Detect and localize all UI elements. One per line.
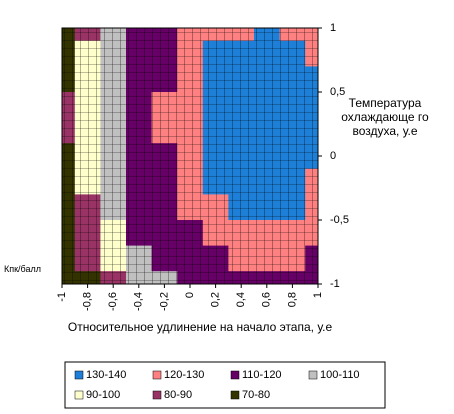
y-tick-label: 1 <box>330 22 336 34</box>
x-tick-label: 1 <box>312 292 324 298</box>
legend-label: 120-130 <box>164 369 204 381</box>
x-tick-label: -0,6 <box>107 292 119 311</box>
hatch <box>62 28 318 284</box>
x-tick-label: -0,8 <box>82 292 94 311</box>
x-tick-label: 0,6 <box>261 292 273 307</box>
x-tick-label: 0,2 <box>210 292 222 307</box>
x-tick-label: 0,4 <box>235 292 247 307</box>
legend-label: 100-110 <box>320 369 360 381</box>
x-axis-title: Относительное удлинение на начало этапа,… <box>67 320 333 334</box>
x-tick-label: 0,8 <box>286 292 298 307</box>
legend-swatch <box>152 390 162 400</box>
z-axis-title: Кпк/балл <box>4 264 42 274</box>
legend-swatch <box>74 390 84 400</box>
legend-swatch <box>230 390 240 400</box>
legend-swatch <box>230 370 240 380</box>
legend-swatch <box>152 370 162 380</box>
y-tick-label: -1 <box>330 278 340 290</box>
x-tick-label: 0 <box>184 292 196 298</box>
x-tick-label: -0,4 <box>133 292 145 311</box>
x-tick-label: -0,2 <box>158 292 170 311</box>
legend-label: 80-90 <box>164 389 192 401</box>
legend-label: 130-140 <box>86 369 126 381</box>
x-tick-label: -1 <box>56 292 68 302</box>
y-tick-label: 0,5 <box>330 86 345 98</box>
y-tick-label: 0 <box>330 150 336 162</box>
legend-label: 110-120 <box>242 369 282 381</box>
legend-swatch <box>308 370 318 380</box>
legend-box <box>64 361 386 409</box>
legend-label: 90-100 <box>86 389 120 401</box>
y-axis-title: Температура охлаждающе го воздуха, у.е <box>341 96 429 138</box>
y-tick-label: -0,5 <box>330 214 349 226</box>
legend-label: 70-80 <box>242 389 270 401</box>
legend-swatch <box>74 370 84 380</box>
